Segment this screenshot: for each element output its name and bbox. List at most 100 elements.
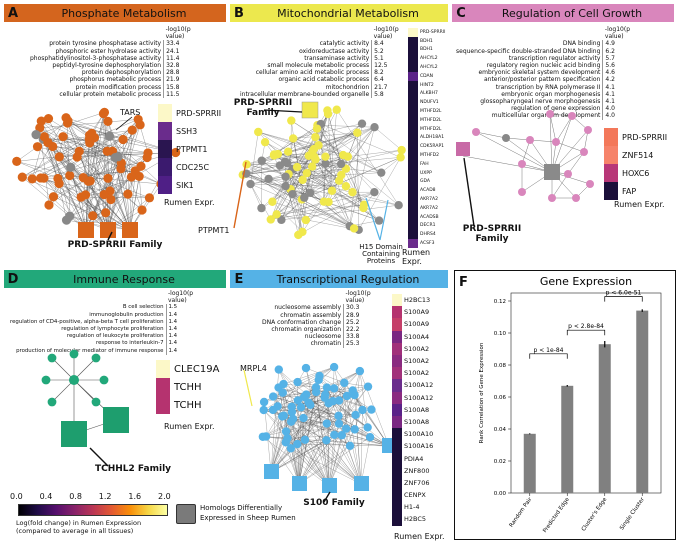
go-term: mitochondrion — [325, 83, 370, 91]
edge — [326, 387, 347, 429]
table-row: immunoglobulin production 1.4 — [8, 311, 201, 319]
gene-node — [586, 180, 594, 188]
gene-node — [137, 205, 147, 215]
gene-label: S100A2 — [404, 369, 430, 378]
gene-node — [584, 126, 592, 134]
nodes — [258, 362, 397, 493]
bar — [561, 385, 574, 493]
gene-node — [242, 160, 251, 169]
edge — [343, 155, 364, 209]
panel-e-header: E Transcriptional Regulation — [230, 270, 448, 288]
network-b — [233, 101, 406, 241]
table-row: glossopharyngeal nerve morphogenesis 4.1 — [454, 98, 638, 106]
significance-label: p < 6.0e-51 — [606, 290, 642, 297]
gene-label: AHCYL2 — [420, 56, 438, 62]
edge — [63, 136, 149, 154]
gene-node — [306, 188, 315, 197]
edge — [314, 127, 375, 157]
edge — [69, 216, 131, 231]
gene-node — [91, 353, 101, 363]
gene-node — [47, 353, 57, 363]
panel-title: Mitochondrial Metabolism — [277, 6, 419, 20]
color-swatch — [392, 330, 402, 343]
edge — [475, 131, 553, 173]
edge — [22, 176, 106, 213]
gene-node — [296, 403, 306, 412]
gene-node — [377, 168, 386, 177]
edge — [298, 445, 351, 485]
h15-pointer — [365, 197, 381, 241]
edge — [66, 117, 176, 153]
go-pvalue: 6.2 — [602, 47, 638, 55]
gene-label: S100A12 — [404, 381, 434, 390]
go-pvalue: 5.6 — [602, 62, 638, 70]
expr-cell: S100A4 — [392, 330, 433, 343]
expr-cell: MTHFD2L — [408, 124, 445, 134]
nodes — [12, 107, 181, 238]
table-row: transcription by RNA polymerase II 4.1 — [454, 83, 638, 91]
expr-cell: S100A12 — [392, 379, 434, 392]
edge — [347, 156, 364, 209]
gene-node — [568, 112, 576, 120]
gene-node — [336, 159, 346, 169]
gene-label: DHRS4 — [420, 232, 436, 238]
gene-node — [103, 173, 113, 183]
go-pvalue: 4.6 — [602, 69, 638, 77]
color-swatch — [156, 378, 170, 396]
expr-cell: S100A2 — [392, 367, 433, 380]
edge — [246, 164, 289, 175]
gene-label: H2BC5 — [404, 515, 427, 524]
edge — [305, 367, 327, 441]
table-row: nucleosome assembly 30.3 — [260, 304, 379, 312]
edge — [81, 196, 150, 198]
family-node — [122, 222, 138, 238]
gene-node — [91, 397, 101, 407]
network-d — [41, 349, 129, 467]
gene-node — [334, 396, 344, 405]
edge — [288, 168, 346, 175]
gene-node — [118, 134, 128, 145]
rumen-label-c: Rumen Expr. — [614, 200, 665, 209]
y-tick-label: 0.12 — [494, 299, 506, 305]
table-row: DNA conformation change 25.2 — [260, 318, 379, 327]
expr-cell: S100A9 — [392, 306, 433, 319]
gene-node — [257, 156, 266, 165]
edge — [282, 416, 306, 440]
plot-frame — [510, 292, 662, 494]
gene-node — [287, 402, 296, 411]
go-pvalue: 24.1 — [163, 47, 199, 55]
gene-node — [299, 392, 309, 402]
edge — [246, 164, 399, 206]
edge — [258, 131, 344, 156]
color-swatch — [158, 122, 172, 140]
gene-node — [329, 362, 339, 372]
gene-label: BDH1 — [420, 38, 433, 44]
bar — [523, 433, 536, 493]
edge — [250, 183, 359, 230]
table-row: DNA binding 4.9 — [454, 40, 638, 48]
gene-label: GDA — [420, 179, 430, 185]
colorbar-tick: 0.4 — [39, 492, 53, 501]
edge — [58, 183, 67, 221]
expr-cell: S100A2 — [392, 354, 433, 368]
gene-node — [304, 398, 313, 407]
gene-label: CDK5RAP1 — [420, 144, 445, 150]
gene-node — [340, 378, 349, 388]
edge — [92, 119, 139, 216]
edge — [39, 119, 139, 129]
homolog-swatch — [176, 504, 196, 524]
panel-title: Regulation of Cell Growth — [501, 6, 643, 20]
legend-row: TCHH — [156, 396, 219, 414]
color-swatch — [392, 428, 402, 441]
color-swatch — [408, 203, 418, 213]
gene-label: MTHFD2L — [420, 109, 442, 115]
go-pvalue: 21.7 — [371, 83, 407, 91]
edge — [40, 139, 90, 179]
colorbar-legend: 0.0 0.4 0.8 1.2 1.6 2.0 Log(fold change) in R… — [10, 492, 190, 542]
gene-node — [572, 194, 580, 202]
colorbar-tick: 0.8 — [69, 492, 82, 501]
go-pvalue: 1.4 — [165, 333, 201, 341]
expr-cell: DECR1 — [408, 221, 445, 231]
colorbar-caption-1: Log(fold change) in Rumen Expression — [16, 519, 142, 527]
go-pvalue: 4.0 — [602, 112, 638, 120]
